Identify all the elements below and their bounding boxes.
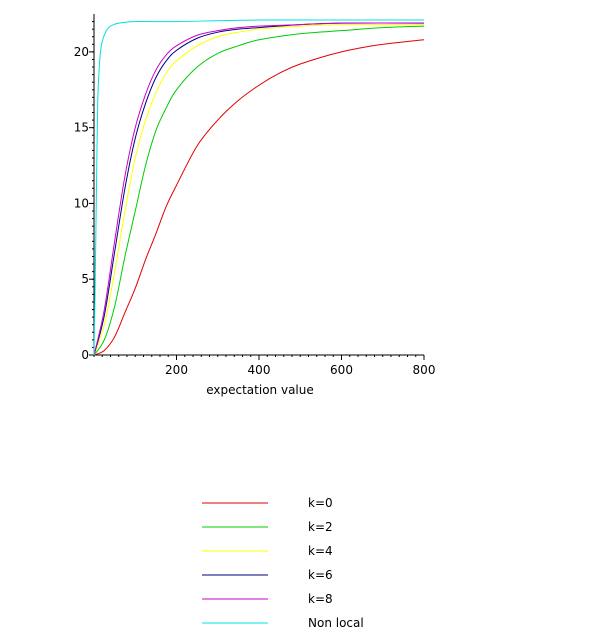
legend: k=0 k=2 k=4 k=6 k=8 Non local bbox=[202, 496, 364, 630]
legend-label-k-6: k=6 bbox=[308, 568, 333, 582]
x-tick-label: 600 bbox=[330, 363, 353, 377]
y-tick-label: 0 bbox=[81, 348, 89, 362]
series-line-k-6 bbox=[93, 22, 425, 356]
x-tick-label: 200 bbox=[165, 363, 188, 377]
series-lines bbox=[93, 19, 425, 356]
series-line-k-4 bbox=[93, 23, 425, 356]
y-tick-label: 5 bbox=[81, 272, 89, 286]
y-tick-label: 20 bbox=[74, 45, 89, 59]
legend-label-k-8: k=8 bbox=[308, 592, 333, 606]
legend-label-non-local: Non local bbox=[308, 616, 364, 630]
minor-ticks bbox=[92, 21, 425, 357]
series-line-k-8 bbox=[93, 22, 425, 356]
x-tick-label: 800 bbox=[413, 363, 436, 377]
x-tick-label: 400 bbox=[248, 363, 271, 377]
legend-label-k-0: k=0 bbox=[308, 496, 333, 510]
series-line-k-0 bbox=[93, 39, 425, 356]
legend-label-k-4: k=4 bbox=[308, 544, 333, 558]
series-line-k-2 bbox=[93, 25, 425, 356]
legend-label-k-2: k=2 bbox=[308, 520, 333, 534]
x-ticks: 200 400 600 800 bbox=[165, 355, 435, 377]
y-tick-label: 15 bbox=[74, 121, 89, 135]
y-ticks: 0 5 10 15 20 bbox=[74, 45, 94, 362]
x-axis-title: expectation value bbox=[206, 383, 314, 397]
series-line-non-local bbox=[93, 19, 425, 356]
axes bbox=[93, 14, 424, 356]
y-tick-label: 10 bbox=[74, 196, 89, 210]
